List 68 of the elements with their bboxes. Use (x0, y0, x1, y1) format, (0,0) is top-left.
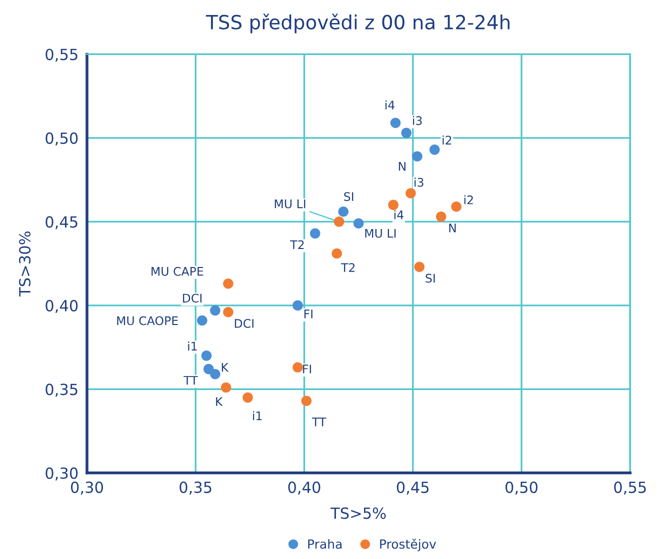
point (414, 262, 425, 272)
y-tick-label: 0,45 (46, 216, 78, 230)
y-tick-label: 0,40 (46, 300, 78, 314)
x-tick-label: 0,45 (396, 482, 429, 495)
annotation: T2 (340, 263, 355, 272)
point (201, 350, 212, 361)
point (223, 278, 234, 289)
point (338, 206, 348, 217)
y-axis-title: TS>30% (19, 232, 31, 297)
annotation: i3 (413, 116, 422, 126)
annotation: SI (426, 274, 435, 283)
point (429, 144, 440, 155)
x-tick-label: 0,35 (180, 482, 212, 495)
annotation: TT (312, 418, 326, 426)
annotation: i1 (253, 411, 262, 420)
x-tick-label: 0,50 (506, 482, 538, 495)
annotation: T2 (290, 240, 304, 250)
annotation: i1 (188, 341, 197, 350)
annotation: FI (304, 310, 312, 318)
annotation: N (398, 162, 406, 171)
annotation: MU LI (274, 200, 306, 208)
annotation: i2 (464, 195, 473, 204)
legend-label: Prostějov (380, 538, 436, 552)
point (334, 216, 344, 227)
y-tick-label: 0,35 (46, 384, 78, 397)
chart-title: TSS předpovědi z 00 na 12-24h (206, 14, 510, 34)
annotation: i4 (385, 100, 395, 110)
point (388, 200, 398, 210)
point (196, 315, 208, 326)
point (412, 151, 422, 162)
point (310, 228, 320, 239)
x-tick-label: 0,40 (288, 482, 320, 495)
x-tick-label: 0,30 (70, 482, 103, 495)
annotation: FI (303, 364, 312, 374)
annotation: i2 (442, 135, 452, 144)
annotation: i4 (394, 210, 404, 220)
annotation: MU CAOPE (117, 316, 178, 326)
point (292, 362, 303, 373)
annotation: SI (344, 192, 354, 202)
point (401, 128, 412, 138)
point (223, 306, 234, 318)
point (292, 300, 303, 311)
x-tick-label: 0,55 (614, 482, 646, 495)
point (390, 118, 401, 128)
y-tick-label: 0,50 (46, 132, 78, 146)
point (242, 392, 253, 403)
point (451, 201, 462, 212)
y-tick-label: 0,30 (46, 467, 78, 480)
annotation: TT (184, 376, 198, 385)
annotation: i3 (414, 178, 424, 187)
point (436, 212, 446, 222)
annotation: DCI (182, 294, 202, 303)
x-axis-title: TS>5% (330, 507, 386, 519)
point (210, 305, 220, 316)
annotation: MU CAPE (152, 266, 204, 276)
point (406, 188, 416, 198)
point (353, 218, 364, 229)
annotation: K (222, 363, 229, 372)
annotation: MU LI (365, 228, 396, 238)
point (210, 368, 220, 380)
y-tick-label: 0,55 (46, 48, 78, 62)
point (332, 248, 342, 259)
legend-label: Praha (308, 539, 342, 549)
point (301, 396, 312, 406)
annotation: DCI (234, 318, 254, 328)
annotation: K (216, 397, 223, 406)
annotation: N (449, 224, 456, 232)
point (220, 382, 232, 393)
